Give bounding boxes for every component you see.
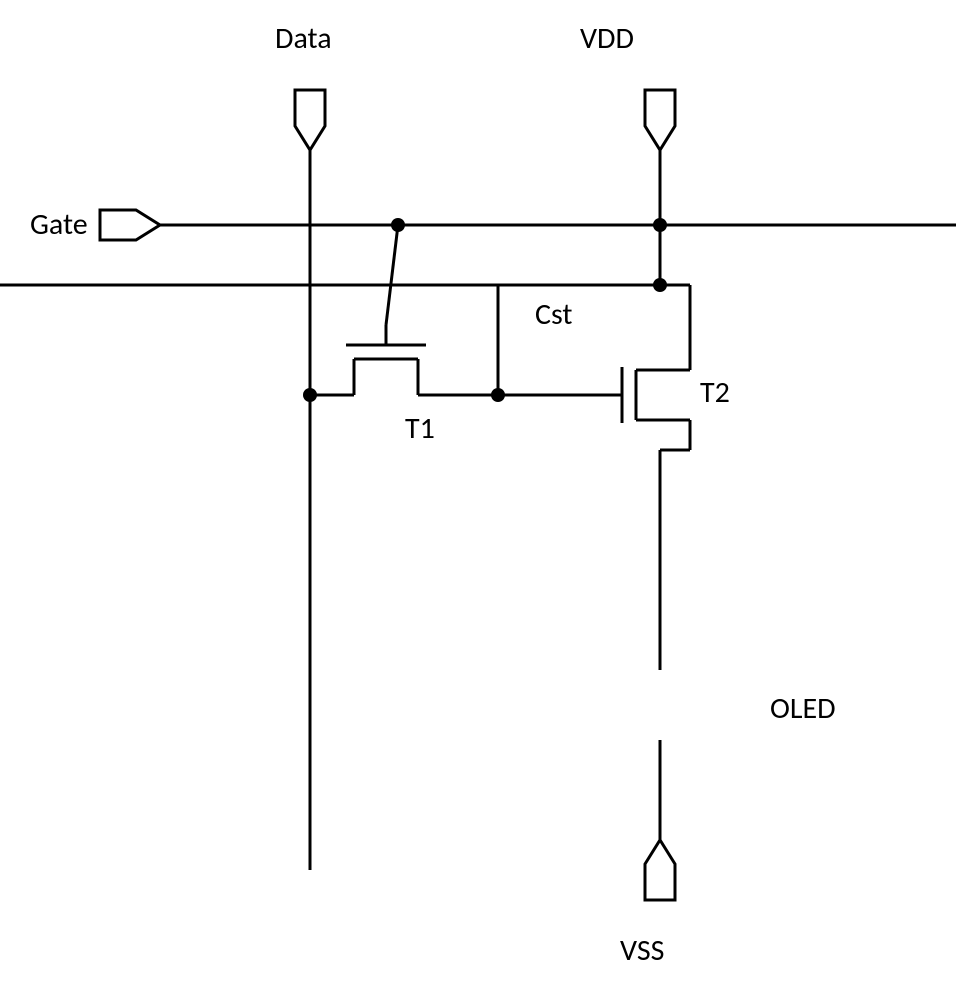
data-t1-node bbox=[303, 388, 317, 402]
gate-label: Gate bbox=[30, 206, 88, 243]
vdd-label: VDD bbox=[580, 20, 634, 57]
gate-vdd-junction bbox=[653, 218, 667, 232]
circuit-diagram: Data VDD Gate Cst T1 T2 OLED VSS bbox=[0, 0, 956, 1000]
vss-terminal bbox=[645, 840, 675, 900]
data-terminal bbox=[295, 90, 325, 150]
t1-gate-stub bbox=[386, 225, 398, 325]
gate-terminal bbox=[100, 210, 160, 240]
data-label: Data bbox=[275, 20, 332, 57]
t2-label: T2 bbox=[700, 374, 730, 411]
t1-label: T1 bbox=[405, 410, 435, 447]
cst-label: Cst bbox=[535, 296, 572, 333]
vss-label: VSS bbox=[620, 932, 664, 969]
vdd-terminal bbox=[645, 90, 675, 150]
oled-label: OLED bbox=[770, 690, 836, 727]
